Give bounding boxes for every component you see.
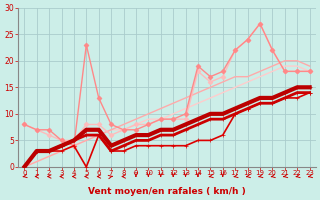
X-axis label: Vent moyen/en rafales ( km/h ): Vent moyen/en rafales ( km/h ): [88, 187, 246, 196]
